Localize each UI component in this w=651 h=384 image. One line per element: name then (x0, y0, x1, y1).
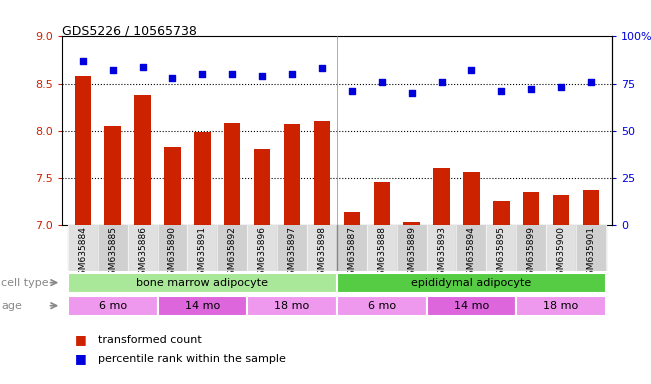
Bar (367, 225, 396, 271)
Bar (434, 168, 450, 225)
Text: GSM635893: GSM635893 (437, 226, 446, 281)
Bar (426, 225, 456, 271)
Text: GSM635896: GSM635896 (258, 226, 267, 281)
Bar (75, 76, 91, 225)
Text: GSM635900: GSM635900 (557, 226, 566, 281)
Text: GSM635898: GSM635898 (318, 226, 326, 281)
Text: GSM635889: GSM635889 (407, 226, 416, 281)
Text: GSM635887: GSM635887 (348, 226, 356, 281)
Text: GSM635892: GSM635892 (228, 226, 237, 281)
Bar (464, 172, 480, 225)
Bar (158, 225, 187, 271)
Bar (456, 225, 486, 271)
Point (227, 71, 238, 77)
Text: GSM635890: GSM635890 (168, 226, 177, 281)
Point (257, 73, 268, 79)
Bar (254, 149, 270, 225)
Text: epididymal adipocyte: epididymal adipocyte (411, 278, 532, 288)
Text: GSM635895: GSM635895 (497, 226, 506, 281)
Text: ■: ■ (75, 353, 87, 366)
Point (586, 79, 596, 85)
Bar (284, 124, 300, 225)
Bar (404, 222, 420, 225)
Point (107, 67, 118, 73)
Bar (523, 192, 540, 225)
Point (526, 86, 536, 92)
Text: GSM635899: GSM635899 (527, 226, 536, 281)
Bar (68, 296, 158, 316)
Point (406, 90, 417, 96)
Bar (134, 95, 151, 225)
Bar (98, 225, 128, 271)
Text: GSM635897: GSM635897 (288, 226, 297, 281)
Bar (217, 225, 247, 271)
Text: cell type: cell type (1, 278, 49, 288)
Point (197, 71, 208, 77)
Text: percentile rank within the sample: percentile rank within the sample (98, 354, 286, 364)
Bar (194, 131, 210, 225)
Bar (307, 225, 337, 271)
Bar (158, 296, 247, 316)
Bar (68, 273, 337, 293)
Point (496, 88, 506, 94)
Text: transformed count: transformed count (98, 335, 201, 345)
Point (77, 58, 88, 64)
Text: GSM635901: GSM635901 (587, 226, 596, 281)
Text: 14 mo: 14 mo (454, 301, 489, 311)
Bar (187, 225, 217, 271)
Point (317, 65, 327, 71)
Text: GDS5226 / 10565738: GDS5226 / 10565738 (62, 25, 197, 38)
Bar (314, 121, 330, 225)
Bar (344, 212, 360, 225)
Text: GSM635888: GSM635888 (377, 226, 386, 281)
Bar (337, 225, 367, 271)
Text: 6 mo: 6 mo (368, 301, 396, 311)
Text: bone marrow adipocyte: bone marrow adipocyte (136, 278, 268, 288)
Bar (68, 225, 98, 271)
Text: GSM635894: GSM635894 (467, 226, 476, 281)
Text: 14 mo: 14 mo (185, 301, 220, 311)
Text: age: age (1, 301, 22, 311)
Bar (247, 225, 277, 271)
Text: ■: ■ (75, 333, 87, 346)
Point (167, 75, 178, 81)
Bar (516, 225, 546, 271)
Bar (224, 123, 240, 225)
Text: 6 mo: 6 mo (98, 301, 127, 311)
Bar (583, 190, 599, 225)
Point (137, 63, 148, 70)
Bar (396, 225, 426, 271)
Bar (104, 126, 121, 225)
Bar (164, 147, 181, 225)
Bar (576, 225, 606, 271)
Point (376, 79, 387, 85)
Text: GSM635885: GSM635885 (108, 226, 117, 281)
Bar (493, 201, 510, 225)
Point (436, 79, 447, 85)
Point (556, 84, 566, 90)
Bar (546, 225, 576, 271)
Text: GSM635884: GSM635884 (78, 226, 87, 281)
Bar (516, 296, 606, 316)
Bar (128, 225, 158, 271)
Bar (486, 225, 516, 271)
Text: GSM635891: GSM635891 (198, 226, 207, 281)
Text: GSM635886: GSM635886 (138, 226, 147, 281)
Bar (337, 273, 606, 293)
Bar (247, 296, 337, 316)
Bar (337, 296, 426, 316)
Point (287, 71, 298, 77)
Point (346, 88, 357, 94)
Text: 18 mo: 18 mo (544, 301, 579, 311)
Point (466, 67, 477, 73)
Bar (426, 296, 516, 316)
Bar (374, 182, 390, 225)
Bar (553, 195, 570, 225)
Bar (277, 225, 307, 271)
Text: 18 mo: 18 mo (275, 301, 310, 311)
